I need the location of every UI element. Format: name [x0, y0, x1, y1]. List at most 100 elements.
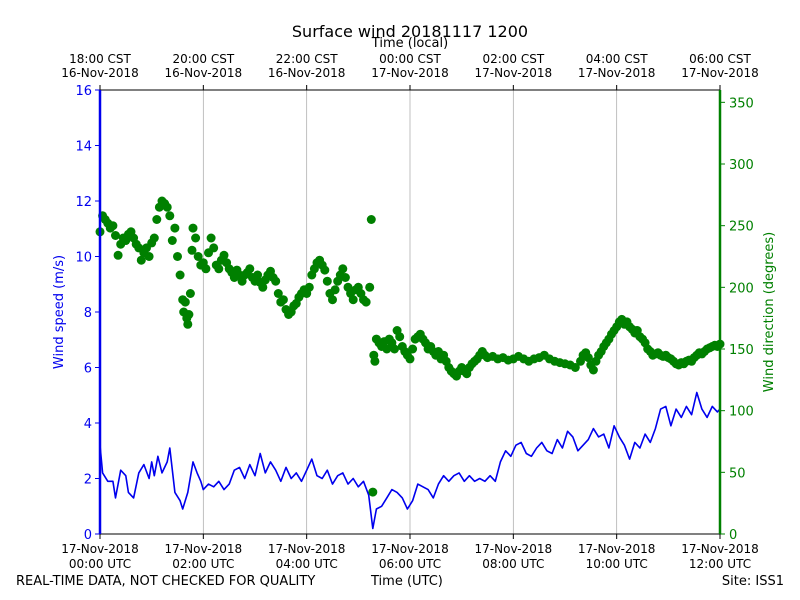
wind-direction-point	[588, 365, 598, 375]
wind-direction-point	[165, 211, 175, 221]
right-tick-label: 0	[729, 528, 737, 543]
wind-direction-point	[245, 264, 255, 274]
wind-direction-point	[368, 487, 378, 497]
wind-direction-point	[382, 344, 392, 354]
x-axis-label: Time (UTC)	[371, 574, 443, 589]
wind-speed-line	[99, 391, 721, 530]
wind-direction-point	[330, 285, 340, 295]
top-tick-time: 02:00 CST	[482, 52, 544, 66]
gridlines	[202, 90, 618, 534]
wind-direction-point	[188, 223, 198, 233]
top-tick-date: 16-Nov-2018	[268, 66, 346, 80]
bottom-tick-time: 04:00 UTC	[276, 557, 338, 571]
wind-direction-point	[193, 252, 203, 261]
left-tick-label: 6	[84, 362, 92, 377]
chart-title: Surface wind 20181117 1200	[292, 22, 528, 41]
top-tick-date: 17-Nov-2018	[371, 66, 449, 80]
left-tick-label: 12	[75, 195, 92, 210]
left-tick-label: 16	[75, 84, 92, 99]
wind-direction-point	[167, 236, 177, 245]
top-tick-date: 17-Nov-2018	[475, 66, 553, 80]
top-tick-date: 16-Nov-2018	[165, 66, 243, 80]
top-tick-time: 00:00 CST	[379, 52, 441, 66]
wind-direction-point	[219, 250, 229, 260]
wind-direction-point	[108, 221, 118, 231]
wind-direction-point	[370, 356, 380, 366]
wind-direction-point	[170, 223, 180, 233]
left-tick-label: 2	[84, 473, 92, 488]
top-tick-time: 06:00 CST	[689, 52, 751, 66]
wind-direction-point	[570, 363, 580, 372]
wind-direction-point	[395, 332, 405, 342]
right-axis-label: Wind direction (degrees)	[762, 232, 777, 392]
wind-direction-series	[95, 196, 725, 497]
wind-direction-point	[173, 252, 182, 261]
bottom-tick-time: 00:00 UTC	[69, 557, 131, 571]
bottom-tick-date: 17-Nov-2018	[475, 542, 553, 556]
wind-direction-point	[136, 255, 146, 265]
right-tick-label: 150	[729, 343, 754, 358]
wind-direction-point	[191, 233, 201, 243]
top-tick-time: 22:00 CST	[276, 52, 338, 66]
wind-direction-point	[408, 344, 418, 354]
wind-direction-point	[180, 297, 190, 307]
left-axis-ticks: 0 2 4 6 8 10 12 14 16	[75, 84, 100, 543]
top-tick-date: 17-Nov-2018	[681, 66, 759, 80]
wind-direction-point	[390, 344, 399, 354]
wind-direction-point	[149, 233, 159, 243]
wind-direction-point	[271, 276, 281, 286]
bottom-tick-date: 17-Nov-2018	[681, 542, 759, 556]
wind-direction-point	[144, 252, 154, 261]
left-tick-label: 10	[75, 251, 92, 266]
top-tick-time: 04:00 CST	[586, 52, 648, 66]
wind-direction-point	[253, 270, 263, 280]
wind-direction-point	[405, 354, 415, 364]
wind-direction-point	[320, 265, 330, 275]
left-tick-label: 14	[75, 140, 92, 155]
wind-direction-point	[184, 310, 194, 319]
quality-note: REAL-TIME DATA, NOT CHECKED FOR QUALITY	[16, 574, 316, 589]
bottom-tick-date: 17-Nov-2018	[578, 542, 656, 556]
bottom-tick-date: 17-Nov-2018	[268, 542, 346, 556]
wind-direction-point	[187, 245, 197, 255]
bottom-tick-time: 10:00 UTC	[586, 557, 648, 571]
left-tick-label: 0	[84, 528, 92, 543]
wind-direction-point	[322, 276, 332, 286]
wind-direction-point	[273, 289, 283, 298]
bottom-tick-time: 08:00 UTC	[482, 557, 544, 571]
right-tick-label: 250	[729, 220, 754, 235]
right-axis-ticks: 0 50 100 150 200 250 300 350	[720, 96, 754, 543]
site-label: Site: ISS1	[721, 574, 784, 589]
bottom-tick-date: 17-Nov-2018	[371, 542, 449, 556]
wind-direction-point	[304, 282, 314, 292]
top-tick-time: 18:00 CST	[69, 52, 131, 66]
wind-direction-point	[113, 250, 123, 260]
right-tick-label: 200	[729, 281, 754, 296]
wind-direction-point	[185, 289, 195, 298]
right-tick-label: 300	[729, 158, 754, 173]
wind-direction-point	[366, 215, 376, 224]
bottom-tick-time: 06:00 UTC	[379, 557, 441, 571]
bottom-tick-time: 12:00 UTC	[689, 557, 751, 571]
right-tick-label: 50	[729, 466, 746, 481]
wind-direction-point	[348, 295, 358, 305]
left-tick-label: 4	[84, 417, 92, 432]
left-tick-label: 8	[84, 306, 92, 321]
wind-direction-point	[162, 202, 172, 212]
top-tick-time: 20:00 CST	[172, 52, 234, 66]
top-axis-label: Time (local)	[371, 36, 448, 51]
wind-direction-point	[183, 319, 193, 329]
bottom-tick-date: 17-Nov-2018	[61, 542, 139, 556]
wind-direction-point	[214, 264, 224, 274]
right-tick-label: 350	[729, 96, 754, 111]
wind-direction-point	[209, 243, 219, 253]
right-tick-label: 100	[729, 405, 754, 420]
wind-direction-point	[361, 297, 371, 307]
wind-direction-point	[365, 282, 375, 292]
wind-direction-point	[258, 282, 268, 292]
bottom-tick-time: 02:00 UTC	[172, 557, 234, 571]
wind-direction-point	[175, 270, 185, 280]
wind-direction-point	[328, 295, 337, 305]
wind-direction-point	[206, 233, 216, 243]
